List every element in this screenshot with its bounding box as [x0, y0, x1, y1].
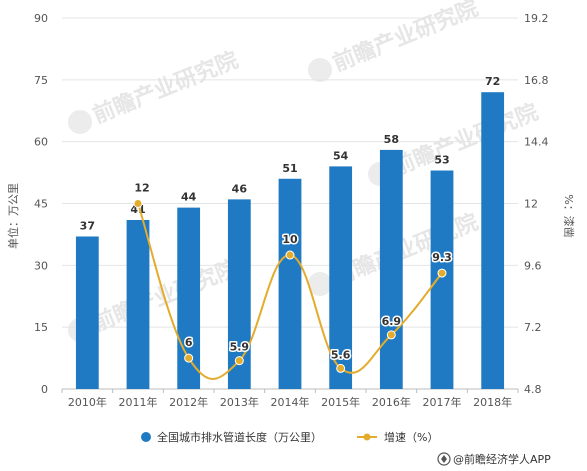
x-tick-label: 2015年 — [321, 395, 360, 409]
line-value-label: 6 — [185, 336, 193, 349]
bar — [481, 92, 505, 389]
legend-bar-swatch — [141, 432, 151, 442]
watermark-logo-icon — [308, 58, 332, 82]
bar-value-label: 54 — [333, 149, 349, 162]
line-value-label: 10 — [282, 233, 298, 246]
right-tick-label: 19.2 — [524, 12, 549, 25]
x-tick-label: 2013年 — [220, 395, 259, 409]
x-tick-label: 2012年 — [169, 395, 208, 409]
bar — [430, 170, 454, 389]
right-tick-label: 9.6 — [524, 259, 542, 272]
bar-series — [75, 92, 505, 389]
left-axis-title: 单位：万公里 — [6, 183, 20, 249]
bar-value-label: 53 — [434, 154, 449, 167]
bar-value-label: 46 — [232, 182, 248, 195]
bar-value-label: 58 — [384, 133, 399, 146]
line-value-label: 5.6 — [331, 348, 351, 361]
left-tick-label: 90 — [34, 12, 48, 25]
x-axis-ticks: 2010年 2011年 2012年 2013年 2014年 2015年 2016年 2017年… — [61, 389, 519, 409]
legend-line-label: 增速（%） — [384, 430, 438, 444]
line-point — [437, 268, 447, 278]
bar-value-label: 37 — [80, 219, 95, 232]
line-value-label: 9.3 — [432, 251, 452, 264]
bar — [126, 219, 150, 389]
bar — [75, 236, 99, 389]
line-value-label: 5.9 — [230, 341, 250, 354]
legend-line-marker — [363, 433, 371, 441]
legend: 全国城市排水管道长度（万公里） 增速（%） — [141, 430, 438, 444]
line-point — [184, 353, 194, 363]
x-tick-label: 2014年 — [271, 395, 310, 409]
bar-value-label: 44 — [181, 191, 197, 204]
line-point — [234, 356, 244, 366]
watermark-logo-icon — [68, 110, 92, 134]
bar — [227, 199, 251, 389]
line-value-label: 6.9 — [382, 315, 402, 328]
line-point — [386, 330, 396, 340]
left-tick-label: 15 — [34, 321, 48, 334]
right-tick-label: 4.8 — [524, 383, 542, 396]
bar — [329, 166, 353, 389]
left-tick-label: 75 — [34, 74, 48, 87]
line-point — [285, 250, 295, 260]
source-credit: @前瞻经济学人APP — [437, 452, 551, 466]
x-tick-label: 2016年 — [372, 395, 411, 409]
line-series: 12 6 5.9 10 5.6 6.9 9.3 — [133, 180, 453, 380]
source-logo-mark — [441, 455, 447, 463]
right-tick-label: 16.8 — [524, 74, 549, 87]
right-tick-label: 7.2 — [524, 321, 542, 334]
bar — [379, 149, 403, 389]
source-text: @前瞻经济学人APP — [453, 452, 551, 466]
bar-value-label: 72 — [485, 75, 500, 88]
x-tick-label: 2011年 — [119, 395, 158, 409]
bar — [278, 178, 302, 389]
x-tick-label: 2017年 — [423, 395, 462, 409]
right-axis-title: %：漆凿 — [562, 194, 575, 237]
left-axis-ticks: 0 15 30 45 60 75 90 — [34, 12, 48, 396]
x-tick-label: 2010年 — [68, 395, 107, 409]
right-axis-ticks: 4.8 7.2 9.6 12 14.4 16.8 19.2 — [524, 12, 549, 396]
left-tick-label: 30 — [34, 259, 48, 272]
x-tick-label: 2018年 — [473, 395, 512, 409]
right-tick-label: 14.4 — [524, 136, 549, 149]
line-value-label: 12 — [134, 182, 149, 195]
legend-bar-label: 全国城市排水管道长度（万公里） — [157, 430, 322, 444]
left-tick-label: 0 — [41, 383, 48, 396]
line-point — [336, 363, 346, 373]
right-tick-label: 12 — [524, 198, 538, 211]
line-point — [133, 199, 143, 208]
source-logo-icon — [437, 452, 451, 466]
watermark-logo-icon — [308, 272, 332, 296]
left-tick-label: 45 — [34, 198, 48, 211]
left-tick-label: 60 — [34, 136, 48, 149]
bar — [177, 207, 201, 389]
bar-value-label: 51 — [282, 162, 297, 175]
